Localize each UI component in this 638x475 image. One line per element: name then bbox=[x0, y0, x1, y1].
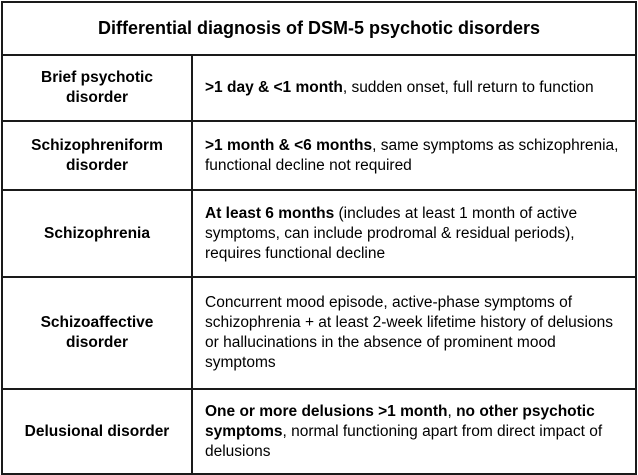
table-row: Schizophrenia At least 6 months (include… bbox=[1, 189, 637, 278]
description-bold: At least 6 months bbox=[205, 204, 335, 222]
description-cell: >1 day & <1 month, sudden onset, full re… bbox=[191, 54, 637, 122]
description-bold-secondary: no other psychotic symptoms bbox=[205, 402, 595, 440]
diagnosis-cell: Schizophreniform disorder bbox=[1, 120, 193, 191]
diagnosis-cell: Schizoaffective disorder bbox=[1, 276, 193, 390]
description-cell: Concurrent mood episode, active-phase sy… bbox=[191, 276, 637, 390]
table-row: Schizophreniform disorder >1 month & <6 … bbox=[1, 120, 637, 191]
table-row: Brief psychotic disorder >1 day & <1 mon… bbox=[1, 54, 637, 122]
description-cell: At least 6 months (includes at least 1 m… bbox=[191, 189, 637, 278]
description-text: , sudden onset, full return to function bbox=[342, 79, 594, 96]
diagnosis-cell: Brief psychotic disorder bbox=[1, 54, 193, 122]
description-cell: One or more delusions >1 month, no other… bbox=[191, 388, 637, 475]
description-cell: >1 month & <6 months, same symptoms as s… bbox=[191, 120, 637, 191]
table-row: Delusional disorder One or more delusion… bbox=[1, 388, 637, 475]
description-text: Concurrent mood episode, active-phase sy… bbox=[205, 294, 613, 371]
table-title-row: Differential diagnosis of DSM-5 psychoti… bbox=[1, 1, 637, 56]
table-row: Schizoaffective disorder Concurrent mood… bbox=[1, 276, 637, 390]
description-text: , bbox=[447, 402, 457, 420]
description-bold: >1 day & <1 month bbox=[205, 79, 343, 96]
diagnosis-cell: Schizophrenia bbox=[1, 189, 193, 278]
description-text: (includes at least 1 month of active sym… bbox=[205, 204, 578, 262]
description-text-secondary: , normal functioning apart from direct i… bbox=[205, 422, 603, 460]
description-text: , same symptoms as schizophrenia, functi… bbox=[205, 136, 619, 174]
table-title: Differential diagnosis of DSM-5 psychoti… bbox=[1, 1, 637, 56]
description-bold: One or more delusions >1 month bbox=[205, 402, 448, 420]
description-bold: >1 month & <6 months bbox=[205, 136, 373, 154]
diagnosis-cell: Delusional disorder bbox=[1, 388, 193, 475]
